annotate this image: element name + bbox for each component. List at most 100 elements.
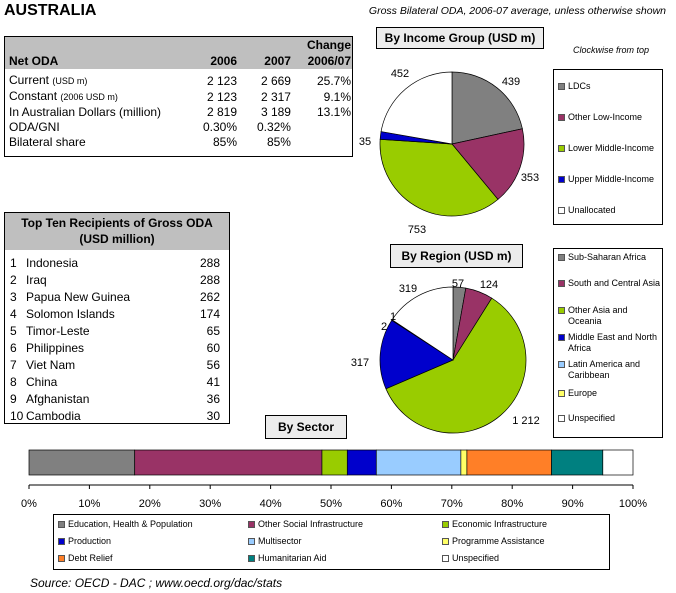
table-row: In Australian Dollars (million) 2 819 3 … — [9, 105, 351, 120]
recipients-table: 1 Indonesia 288 2 Iraq 288 3 Papua New Guinea… — [10, 255, 220, 425]
recipients-header-bg — [4, 212, 230, 250]
table-row: Constant (2006 USD m) 2 123 2 317 9.1% — [9, 89, 351, 105]
legend-label: Lower Middle-Income — [568, 143, 655, 153]
legend-swatch — [558, 415, 565, 422]
legend-swatch — [442, 521, 449, 528]
legend-item-education-health-population: Education, Health & Population — [58, 519, 193, 530]
recipient-rank: 10 — [10, 409, 24, 423]
row-2006: 2 123 — [206, 89, 238, 104]
net-oda-header-bg — [4, 36, 353, 69]
bar-segment-production — [346, 449, 377, 476]
pie-value-label: 1 — [390, 311, 396, 323]
pie-slice-other-asia-and-oceania — [385, 297, 527, 434]
recipient-name: Solomon Islands — [26, 307, 115, 321]
recipient-rank: 9 — [10, 392, 17, 406]
sector-stacked-bar-chart: 0% 10% 20% 30% 40% 50% 60% 70% 80% 90% 100% — [21, 449, 647, 510]
x-tick-label: 90% — [562, 498, 584, 510]
legend-swatch — [58, 521, 65, 528]
recipient-name: Viet Nam — [26, 358, 76, 372]
legend-swatch — [558, 334, 565, 341]
legend-label: Other Social Infrastructure — [258, 519, 364, 529]
row-unit: (2006 USD m) — [60, 92, 118, 102]
table-row: 6 Philippines 60 — [10, 340, 220, 357]
legend-label: Economic Infrastructure — [452, 519, 548, 529]
net-oda-2007-header: 2007 — [264, 53, 291, 68]
bar-segment-unspecified — [602, 449, 634, 476]
legend-label: Unspecified — [452, 553, 500, 563]
legend-swatch — [558, 280, 565, 287]
pie-value-label: 124 — [480, 279, 498, 291]
table-row: 8 China 41 — [10, 374, 220, 391]
row-2006: 2 819 — [206, 105, 238, 119]
pie-slice-other-low-income — [451, 128, 525, 200]
x-tick-label: 10% — [78, 498, 100, 510]
legend-swatch — [558, 114, 565, 121]
row-change: 9.1% — [323, 89, 351, 104]
legend-label: Unallocated — [568, 205, 616, 215]
bar-segment-education-health-population — [28, 449, 136, 476]
legend-label: Programme Assistance — [452, 536, 545, 546]
row-2006: 2 123 — [206, 73, 238, 88]
income-chart-note: Clockwise from top — [573, 45, 650, 55]
region-legend: Sub-Saharan Africa South and Central Asia… — [553, 248, 663, 438]
legend-item-other-asia-and-oceania: Other Asia and Oceania — [558, 305, 662, 327]
net-oda-2006-header: 2006 — [210, 53, 238, 68]
table-row: Bilateral share 85% 85% — [9, 135, 351, 150]
recipient-value: 36 — [206, 392, 220, 406]
legend-swatch — [558, 145, 565, 152]
legend-swatch — [58, 555, 65, 562]
row-change: 13.1% — [316, 105, 351, 119]
legend-label: Unspecified — [568, 413, 616, 423]
source-note: Source: OECD - DAC ; www.oecd.org/dac/st… — [30, 576, 283, 590]
pie-slice-middle-east-and-north-africa — [379, 319, 454, 390]
net-oda-change-header-2: 2006/07 — [307, 53, 351, 68]
recipient-value: 30 — [206, 409, 220, 423]
x-tick-label: 80% — [501, 498, 523, 510]
legend-swatch — [248, 555, 255, 562]
legend-swatch — [558, 83, 565, 90]
row-2007: 2 317 — [260, 89, 291, 104]
recipient-value: 262 — [199, 290, 220, 304]
legend-swatch — [442, 555, 449, 562]
x-tick-label: 70% — [441, 498, 463, 510]
legend-item-unspecified: Unspecified — [442, 553, 499, 564]
recipient-value: 41 — [206, 375, 220, 389]
legend-swatch — [558, 307, 565, 314]
net-oda-table: Change Net ODA 2006 2007 2006/07 Current… — [9, 37, 351, 150]
income-chart-heading: By Income Group (USD m) — [376, 27, 544, 49]
recipient-name: Afghanistan — [26, 392, 90, 406]
x-tick-label: 60% — [380, 498, 402, 510]
x-tick-label: 30% — [199, 498, 221, 510]
recipient-value: 65 — [206, 324, 220, 338]
table-row: 5 Timor-Leste 65 — [10, 323, 220, 340]
bar-segment-multisector — [375, 449, 462, 476]
table-row: 2 Iraq 288 — [10, 272, 220, 289]
region-pie-chart: 57 124 1 212 317 21 319 — [351, 278, 540, 434]
recipient-rank: 4 — [10, 307, 17, 321]
legend-label: Europe — [568, 388, 598, 398]
legend-item-other-social-infrastructure: Other Social Infrastructure — [248, 519, 363, 530]
row-2007: 2 669 — [260, 73, 291, 88]
x-tick-label: 40% — [260, 498, 282, 510]
row-2006: 0.30% — [202, 120, 238, 134]
pie-value-label: 2 — [381, 321, 387, 333]
row-label: Constant — [9, 89, 58, 103]
x-tick-label: 20% — [139, 498, 161, 510]
legend-item-latin-america-and-caribbean: Latin America and Caribbean — [558, 359, 662, 381]
legend-item-production: Production — [58, 536, 111, 547]
legend-item-upper-middle-income: Upper Middle-Income — [558, 174, 662, 185]
page-subtitle: Gross Bilateral ODA, 2006-07 average, un… — [368, 5, 666, 17]
pie-slice-unallocated — [380, 71, 453, 145]
table-row: 7 Viet Nam 56 — [10, 357, 220, 374]
recipient-name: Papua New Guinea — [26, 290, 131, 304]
recipient-rank: 2 — [10, 273, 17, 287]
table-row: 1 Indonesia 288 — [10, 255, 220, 272]
pie-value-label: 452 — [391, 68, 409, 80]
pie-slice-lower-middle-income — [379, 138, 499, 217]
region-chart-heading: By Region (USD m) — [390, 244, 523, 268]
pie-slice-unspecified — [391, 286, 454, 361]
legend-label: Other Low-Income — [568, 112, 643, 122]
legend-item-programme-assistance: Programme Assistance — [442, 536, 545, 547]
legend-item-economic-infrastructure: Economic Infrastructure — [442, 519, 547, 530]
row-label: In Australian Dollars (million) — [9, 105, 162, 119]
